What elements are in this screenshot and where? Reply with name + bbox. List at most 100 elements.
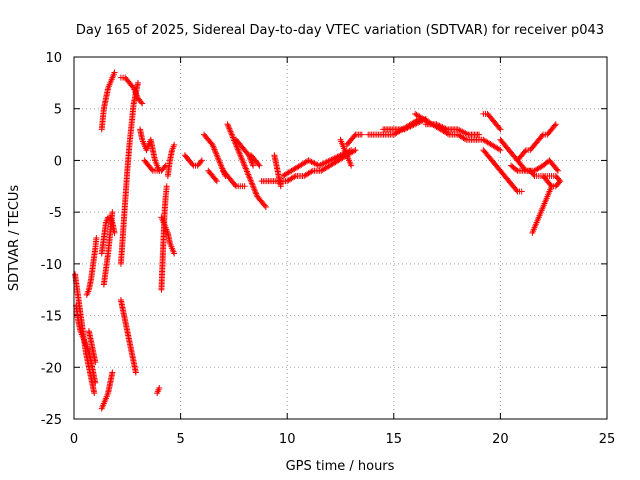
- y-tick-label: -10: [41, 258, 62, 273]
- data-point: [547, 181, 554, 188]
- data-point: [243, 168, 250, 175]
- data-point: [109, 369, 116, 376]
- data-point: [239, 156, 246, 163]
- data-point: [261, 202, 268, 209]
- y-tick-label: -25: [41, 413, 62, 428]
- data-point: [496, 125, 503, 132]
- grid-lines: [74, 57, 607, 419]
- data-point: [244, 169, 251, 176]
- data-point: [218, 164, 225, 171]
- data-point: [138, 99, 145, 106]
- data-point: [210, 144, 217, 151]
- data-point: [131, 86, 138, 93]
- data-point: [240, 161, 247, 168]
- data-point: [250, 162, 257, 169]
- data-point: [133, 92, 140, 99]
- data-point: [131, 87, 138, 94]
- data-point: [308, 168, 315, 175]
- data-point: [256, 162, 263, 169]
- data-point: [93, 235, 100, 241]
- data-point: [198, 157, 205, 164]
- data-point: [235, 147, 242, 154]
- data-point: [132, 89, 139, 96]
- data-point: [163, 183, 170, 190]
- y-tick-label: 0: [54, 154, 62, 169]
- data-point: [212, 176, 219, 183]
- data-point: [246, 174, 253, 181]
- data-point: [162, 162, 169, 169]
- data-point: [538, 132, 545, 139]
- data-point: [251, 186, 258, 193]
- y-tick-label: 10: [45, 51, 62, 66]
- x-tick-label: 15: [386, 432, 403, 447]
- data-point: [243, 167, 250, 174]
- data-point: [253, 190, 260, 197]
- data-point: [226, 125, 233, 132]
- data-point: [225, 124, 232, 131]
- y-tick-label: -15: [41, 310, 62, 325]
- y-axis-label: SDTVAR / TECUs: [7, 185, 22, 292]
- data-point: [229, 134, 236, 141]
- data-point: [197, 158, 204, 165]
- data-point: [497, 126, 504, 133]
- data-point: [148, 166, 155, 173]
- data-point: [212, 149, 219, 156]
- data-point: [461, 135, 468, 142]
- data-point: [133, 90, 140, 97]
- data-point: [247, 175, 254, 182]
- data-point: [248, 159, 255, 166]
- data-point: [217, 161, 224, 168]
- data-point: [214, 153, 221, 160]
- data-point: [251, 187, 258, 194]
- data-point: [216, 159, 223, 166]
- chart-title: Day 165 of 2025, Sidereal Day-to-day VTE…: [76, 23, 604, 38]
- data-point: [224, 121, 231, 128]
- data-point: [242, 164, 249, 171]
- data-point: [245, 172, 252, 179]
- data-point: [348, 162, 355, 169]
- data-point: [247, 177, 254, 184]
- data-point: [210, 143, 217, 150]
- data-point: [248, 180, 255, 187]
- data-point: [237, 152, 244, 159]
- data-point: [225, 122, 232, 129]
- data-point: [242, 165, 249, 172]
- data-point: [551, 122, 558, 129]
- plot-frame: [73, 56, 608, 420]
- data-point: [513, 166, 520, 173]
- data-point: [518, 188, 525, 195]
- x-axis-label: GPS time / hours: [286, 459, 395, 474]
- data-point: [553, 166, 560, 173]
- axis-ticks: 0 5 10 15 20 25 -25 -20 -15 -10 -5 0 5 10: [41, 51, 616, 447]
- data-point: [228, 130, 235, 137]
- data-point: [215, 156, 222, 163]
- data-point: [134, 79, 141, 86]
- x-tick-label: 20: [492, 432, 509, 447]
- data-point: [249, 181, 256, 188]
- data-point: [444, 130, 451, 137]
- data-point: [189, 161, 196, 168]
- data-point: [255, 161, 262, 168]
- data-point: [262, 203, 269, 210]
- data-point: [132, 369, 139, 376]
- data-point: [91, 390, 98, 397]
- data-point: [139, 100, 146, 107]
- data-point: [239, 158, 246, 165]
- data-point: [358, 131, 365, 138]
- data-point: [215, 155, 222, 162]
- data-point: [241, 162, 248, 169]
- data-point: [109, 209, 116, 216]
- x-tick-label: 5: [176, 432, 184, 447]
- data-point: [513, 187, 520, 194]
- data-point: [250, 183, 257, 190]
- data-point: [209, 141, 216, 148]
- data-point: [171, 250, 178, 257]
- data-point: [291, 173, 298, 180]
- data-point: [245, 171, 252, 178]
- data-point: [111, 69, 118, 76]
- data-point: [92, 379, 99, 386]
- data-point: [171, 141, 178, 148]
- x-tick-label: 0: [70, 432, 78, 447]
- data-point: [236, 150, 243, 157]
- data-point: [213, 152, 220, 159]
